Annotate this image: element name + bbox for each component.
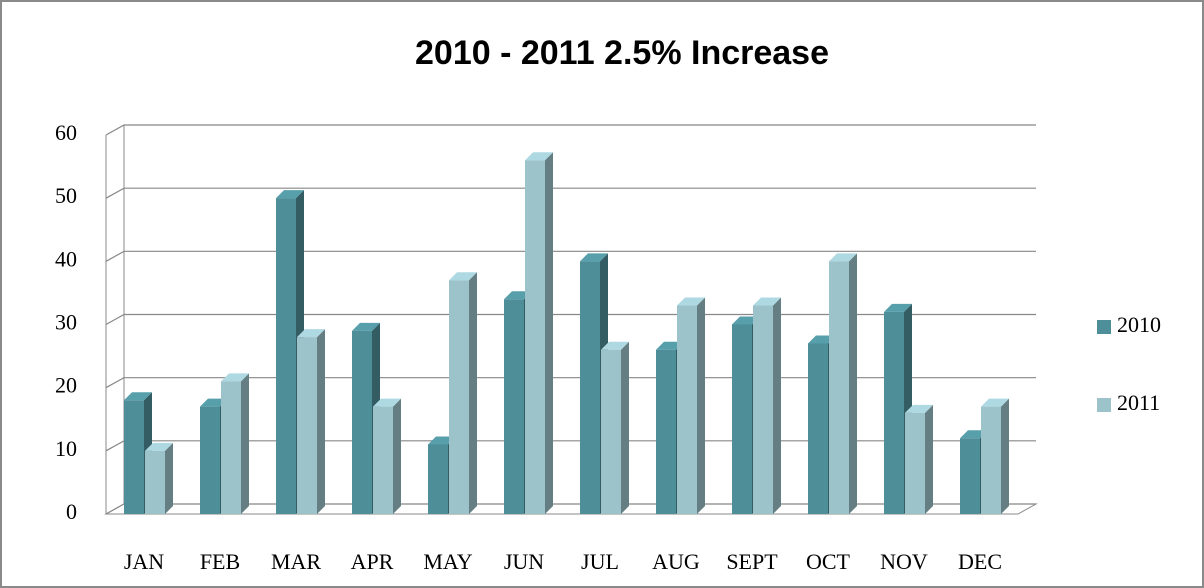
bar-front xyxy=(145,450,165,514)
bar-side xyxy=(317,329,325,514)
bar xyxy=(601,341,629,514)
bar-side xyxy=(773,297,781,514)
x-tick-label: AUG xyxy=(652,549,700,574)
bar-front xyxy=(884,311,904,514)
bar-front xyxy=(753,305,773,514)
bar-top xyxy=(580,253,608,262)
bar-top xyxy=(352,322,380,331)
y-tick-label: 50 xyxy=(55,183,77,208)
bar xyxy=(373,398,401,514)
x-tick-label: OCT xyxy=(806,549,851,574)
bar-front xyxy=(981,406,1001,514)
bar-front xyxy=(525,160,545,514)
y-tick-label: 0 xyxy=(66,499,77,524)
bar-top xyxy=(677,297,705,306)
bar-top xyxy=(981,398,1009,407)
bar-top xyxy=(829,253,857,262)
bar-front xyxy=(428,444,448,514)
bar-top xyxy=(601,341,629,350)
bar-top xyxy=(449,272,477,281)
x-tick-label: JAN xyxy=(124,549,164,574)
bar-side xyxy=(1001,398,1009,514)
grid-line xyxy=(105,313,1036,326)
y-tick-label: 60 xyxy=(55,120,77,145)
bar-front xyxy=(352,330,372,514)
bar-top xyxy=(124,392,152,401)
bar-side xyxy=(621,341,629,514)
y-tick-label: 30 xyxy=(55,310,77,335)
bar-side xyxy=(697,297,705,514)
bar-side xyxy=(925,404,933,514)
x-tick-label: SEPT xyxy=(726,549,778,574)
bar xyxy=(525,152,553,514)
bar xyxy=(221,373,249,514)
bar-front xyxy=(601,349,621,514)
grid-line xyxy=(105,187,1036,199)
bar-front xyxy=(504,299,524,514)
bar-front xyxy=(297,337,317,514)
bar-top xyxy=(145,442,173,451)
bar-top xyxy=(905,404,933,413)
bar-front xyxy=(829,261,849,514)
bar-side xyxy=(545,152,553,514)
bar-front xyxy=(808,343,828,514)
x-tick-label: FEB xyxy=(200,549,240,574)
grid-line xyxy=(105,124,1036,136)
y-tick-label: 10 xyxy=(55,436,77,461)
bar-front xyxy=(677,305,697,514)
x-tick-label: DEC xyxy=(958,549,1002,574)
grid-line xyxy=(105,250,1036,262)
bar-side xyxy=(849,253,857,515)
bar-side xyxy=(393,398,401,514)
bar-front xyxy=(905,412,925,514)
bar-top xyxy=(276,190,304,199)
bar-side xyxy=(241,373,249,514)
bar xyxy=(753,297,781,514)
legend-label: 2010 xyxy=(1117,312,1161,337)
bar-front xyxy=(221,381,241,514)
x-tick-label: MAY xyxy=(423,549,472,574)
bar-top xyxy=(884,303,912,312)
bar-front xyxy=(373,406,393,514)
bar xyxy=(145,442,173,514)
bar xyxy=(449,272,477,514)
bar-front xyxy=(124,400,144,514)
chart-title: 2010 - 2011 2.5% Increase xyxy=(415,34,829,72)
bar-top xyxy=(221,373,249,382)
legend-label: 2011 xyxy=(1117,390,1160,415)
x-tick-label: JUN xyxy=(504,549,544,574)
bar-top xyxy=(753,297,781,306)
bar-front xyxy=(200,406,220,514)
x-tick-label: NOV xyxy=(880,549,928,574)
x-tick-label: JUL xyxy=(581,549,619,574)
bar-front xyxy=(580,261,600,514)
bar-front xyxy=(656,349,676,514)
bar-top xyxy=(373,398,401,407)
bar-front xyxy=(732,324,752,514)
bar xyxy=(677,297,705,514)
bar xyxy=(297,329,325,514)
bar xyxy=(905,404,933,514)
x-tick-label: APR xyxy=(351,549,394,574)
legend-swatch xyxy=(1097,398,1111,412)
bar-front xyxy=(449,280,469,514)
bar xyxy=(829,253,857,515)
bar-front xyxy=(960,438,980,514)
bar-front xyxy=(276,198,296,514)
bar-top xyxy=(297,329,325,338)
y-tick-label: 40 xyxy=(55,246,77,271)
bar-top xyxy=(525,152,553,161)
bar xyxy=(981,398,1009,514)
legend-swatch xyxy=(1097,320,1111,334)
bar-side xyxy=(165,442,173,514)
y-tick-label: 20 xyxy=(55,373,77,398)
bar-side xyxy=(469,272,477,514)
x-tick-label: MAR xyxy=(271,549,321,574)
